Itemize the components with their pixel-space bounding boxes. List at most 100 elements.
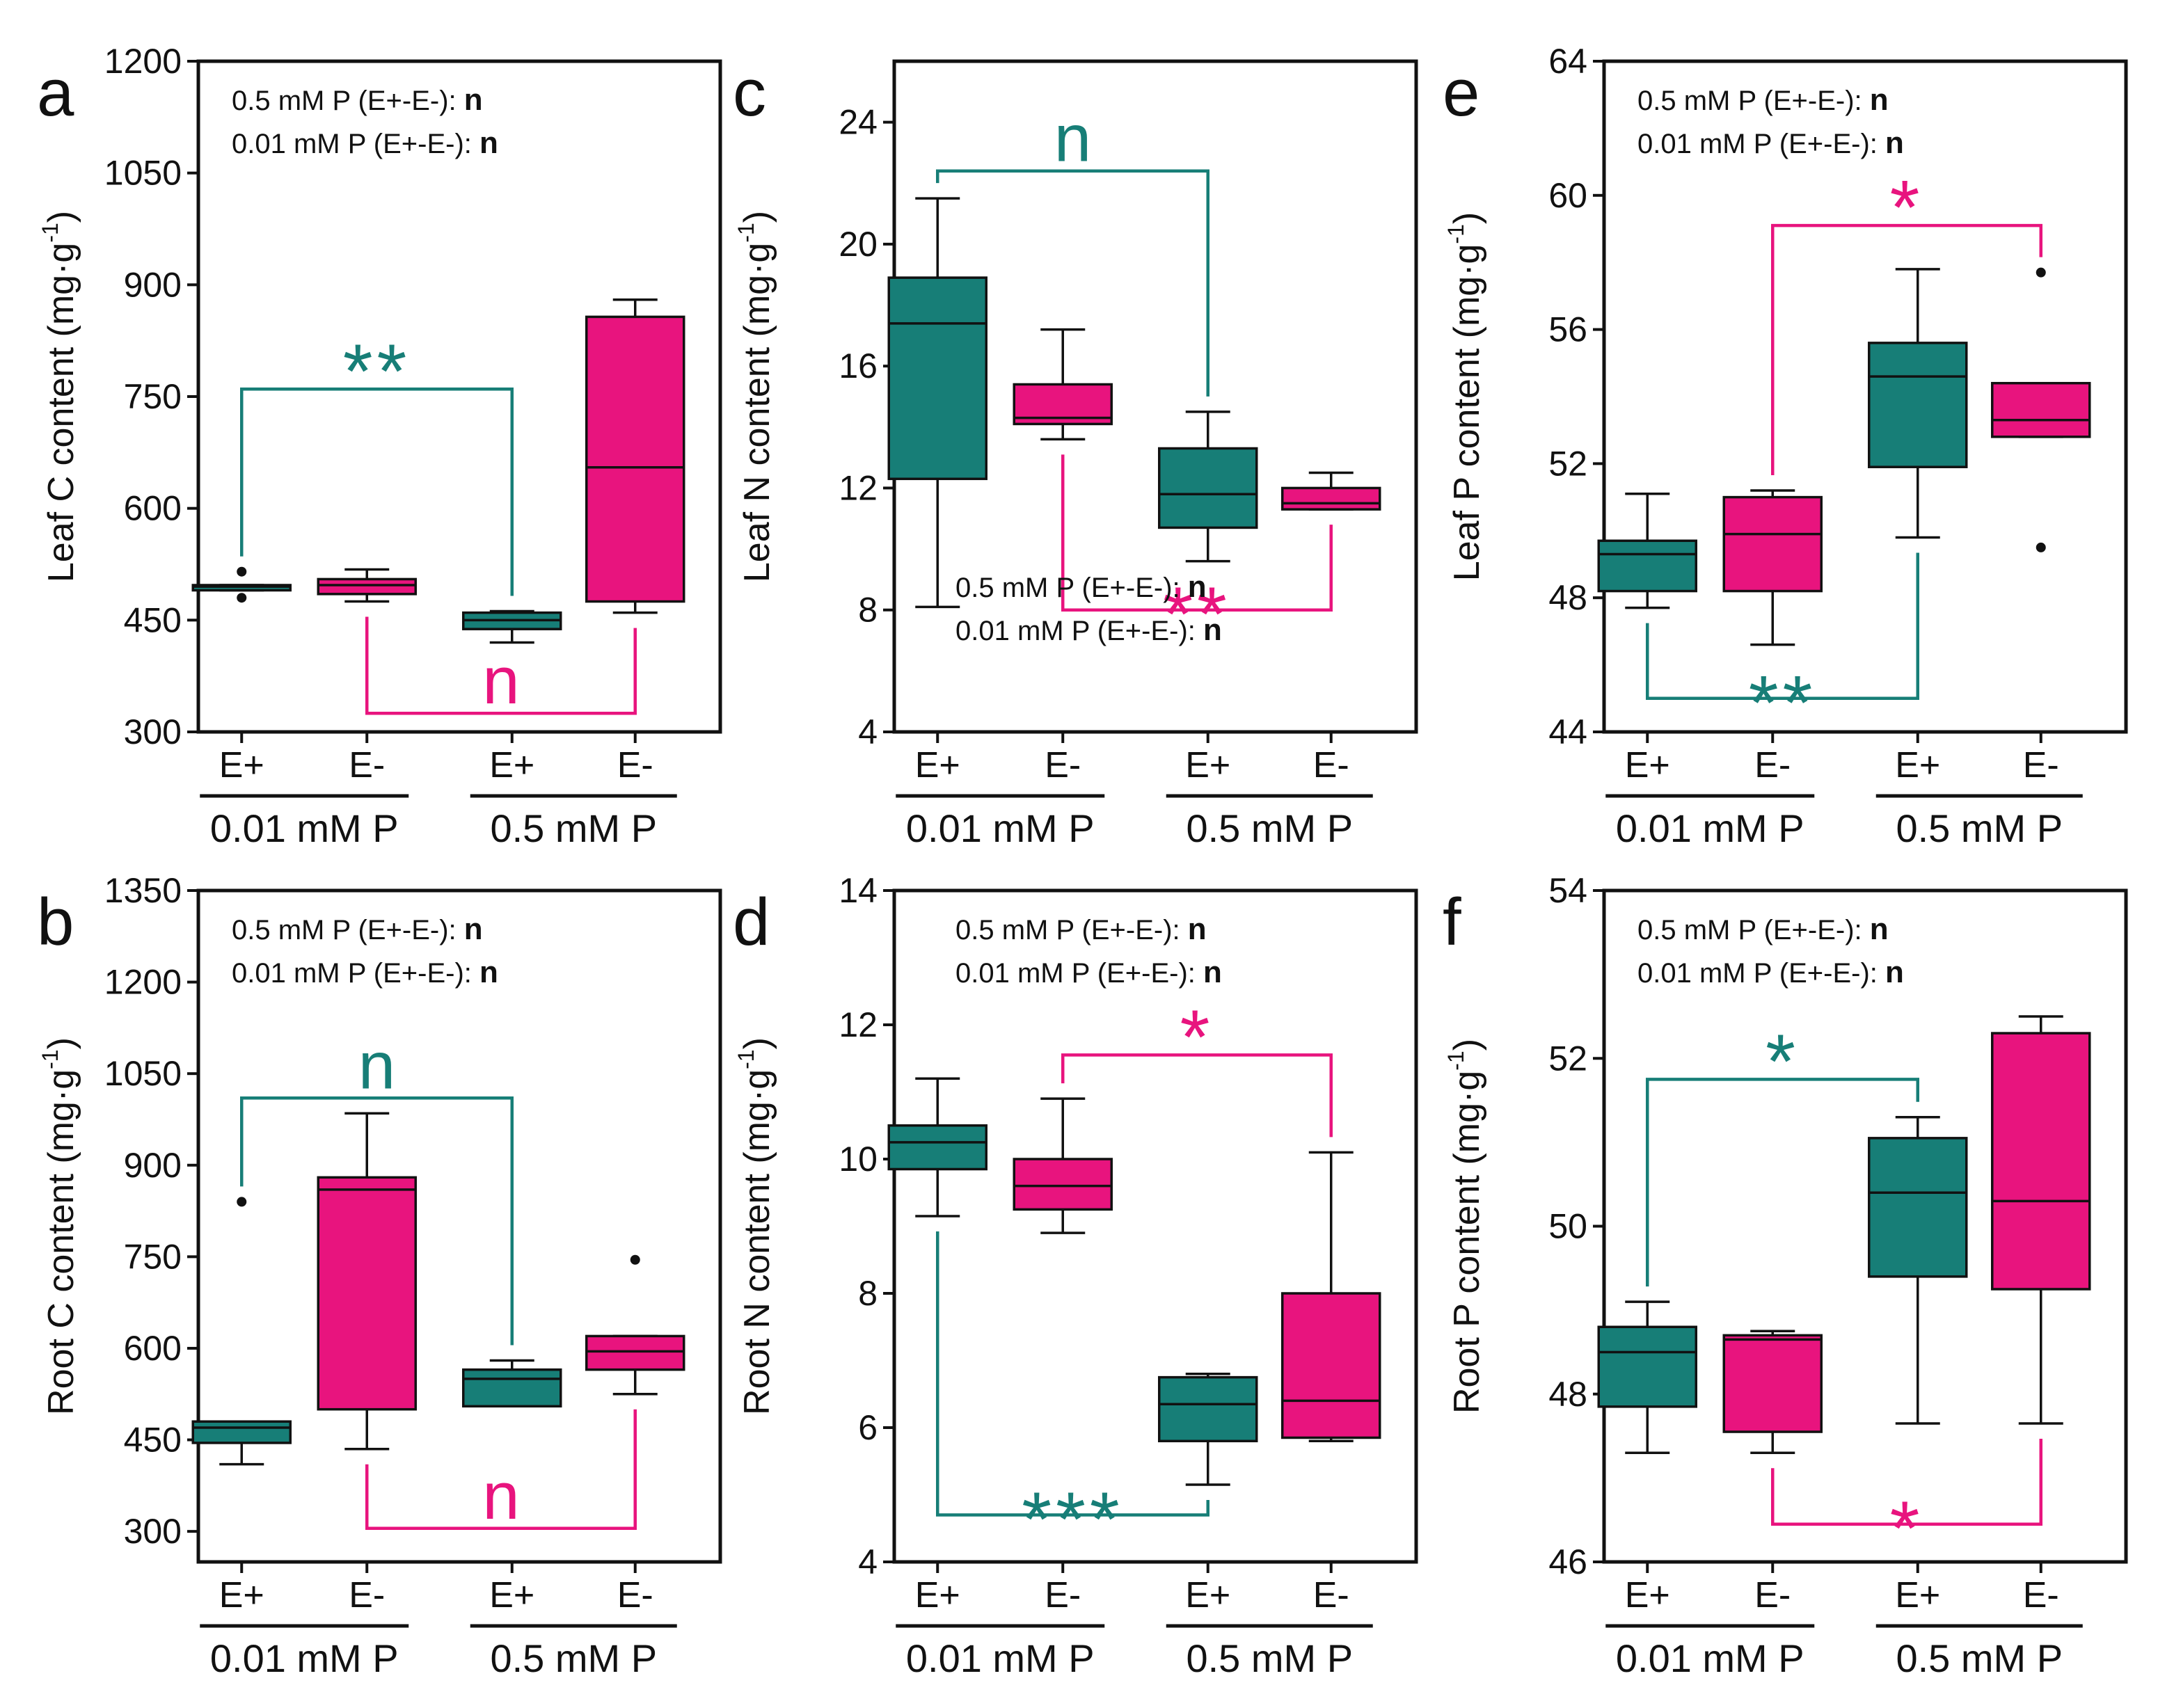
box-body [317, 1176, 417, 1411]
annotation-line: 0.01 mM P (E+-E-): n [1637, 126, 1904, 160]
panel-letter: a [37, 56, 74, 130]
outlier-point [2036, 542, 2046, 552]
category-label: E+ [1895, 1575, 1940, 1615]
annotation-line: 0.01 mM P (E+-E-): n [955, 613, 1222, 647]
box-E+-high-p [1158, 1373, 1258, 1486]
annotation-line: 0.01 mM P (E+-E-): n [955, 955, 1222, 989]
annotation-line: 0.5 mM P (E+-E-): n [955, 570, 1207, 604]
significance-label: * [1890, 165, 1924, 250]
box-E--low-p [1013, 1097, 1113, 1234]
y-tick-label: 750 [124, 377, 182, 416]
y-axis-label: Leaf C content (mg·g-1) [38, 211, 81, 582]
significance-bracket [1646, 552, 1919, 701]
category-label: E- [1045, 1575, 1081, 1615]
category-label: E+ [489, 745, 534, 785]
annotation-line: 0.01 mM P (E+-E-): n [232, 126, 498, 160]
outlier-point [2036, 267, 2046, 278]
y-tick-label: 12 [839, 468, 878, 507]
category-label: E+ [915, 745, 960, 785]
category-label: E+ [1625, 745, 1670, 785]
plot-frame [1602, 59, 2128, 734]
box-E--high-p [1281, 1151, 1381, 1443]
y-tick-label: 48 [1548, 1375, 1587, 1414]
significance-label: *** [1022, 1476, 1123, 1562]
y-tick-label: 1200 [104, 42, 182, 81]
box-body [1991, 381, 2091, 438]
category-label: E+ [1895, 745, 1940, 785]
y-tick-label: 6 [858, 1408, 878, 1447]
significance-label: * [1890, 1486, 1924, 1572]
y-tick-label: 52 [1548, 1039, 1587, 1078]
significance-bracket [240, 1096, 514, 1346]
y-tick-label: 48 [1548, 578, 1587, 617]
category-label: E+ [915, 1575, 960, 1615]
box-E+-low-p [887, 1077, 987, 1218]
y-tick-label: 1050 [104, 154, 182, 193]
plot-frame [892, 888, 1418, 1564]
category-label: E+ [1625, 1575, 1670, 1615]
category-label: E- [617, 1575, 653, 1615]
category-label: E- [349, 745, 385, 785]
box-E+-high-p [1868, 268, 1968, 539]
panel-b: b 300 450 600 750 900 1050 1200 1350 Root C conte… [37, 871, 722, 1680]
box-E+-low-p [1597, 1300, 1697, 1454]
significance-label: ** [343, 328, 411, 414]
y-tick-label: 750 [124, 1237, 182, 1276]
significance-bracket [365, 616, 637, 715]
box-body [1868, 342, 1968, 468]
category-label: E+ [219, 745, 264, 785]
y-tick-label: 44 [1548, 712, 1587, 751]
significance-label: n [482, 644, 519, 718]
box-body [1158, 1375, 1258, 1443]
category-label: E- [2023, 1575, 2059, 1615]
box-E+-high-p [462, 1359, 562, 1408]
annotation-line: 0.5 mM P (E+-E-): n [1637, 912, 1889, 946]
category-label: E- [617, 745, 653, 785]
group-label: 0.5 mM P [490, 806, 657, 850]
significance-label: * [1766, 1019, 1800, 1104]
y-tick-label: 4 [858, 712, 878, 751]
box-body [1281, 486, 1381, 511]
panel-letter: d [733, 885, 770, 959]
box-body [317, 577, 417, 596]
y-tick-label: 60 [1548, 176, 1587, 215]
group-label: 0.5 mM P [490, 1636, 657, 1680]
y-axis-label: Leaf P content (mg·g-1) [1443, 212, 1487, 581]
y-tick-label: 900 [124, 265, 182, 304]
annotation-line: 0.5 mM P (E+-E-): n [232, 83, 483, 117]
group-label: 0.5 mM P [1186, 806, 1353, 850]
significance-bracket [1771, 1438, 2042, 1526]
group-label: 0.01 mM P [1616, 1636, 1804, 1680]
category-label: E- [1754, 1575, 1791, 1615]
y-tick-label: 64 [1548, 42, 1587, 81]
box-E--low-p [317, 568, 417, 603]
outlier-point [237, 1197, 247, 1207]
box-body [462, 1368, 562, 1408]
y-axis-label: Root N content (mg·g-1) [733, 1037, 777, 1415]
box-E+-low-p [191, 566, 292, 603]
group-label: 0.01 mM P [210, 1636, 399, 1680]
box-E+-high-p [1868, 1115, 1968, 1425]
panel-letter: e [1443, 56, 1479, 130]
group-label: 0.01 mM P [906, 806, 1095, 850]
significance-label: * [1180, 994, 1214, 1080]
outlier-point [630, 1254, 640, 1265]
y-tick-label: 300 [124, 712, 182, 751]
significance-bracket [1771, 223, 2042, 475]
box-body [1013, 1158, 1113, 1211]
y-tick-label: 10 [839, 1140, 878, 1179]
y-tick-label: 300 [124, 1512, 182, 1551]
significance-bracket [936, 1231, 1209, 1517]
annotation-line: 0.5 mM P (E+-E-): n [232, 912, 483, 946]
y-tick-label: 450 [124, 600, 182, 639]
box-body [585, 1334, 685, 1371]
outlier-point [237, 593, 247, 603]
box-E--high-p [1991, 1015, 2091, 1425]
significance-label: n [358, 1028, 395, 1103]
category-label: E+ [489, 1575, 534, 1615]
box-body [191, 1420, 292, 1444]
plot-frame [196, 888, 722, 1564]
significance-label: ** [1749, 660, 1817, 746]
y-tick-label: 600 [124, 489, 182, 528]
group-label: 0.5 mM P [1896, 806, 2063, 850]
